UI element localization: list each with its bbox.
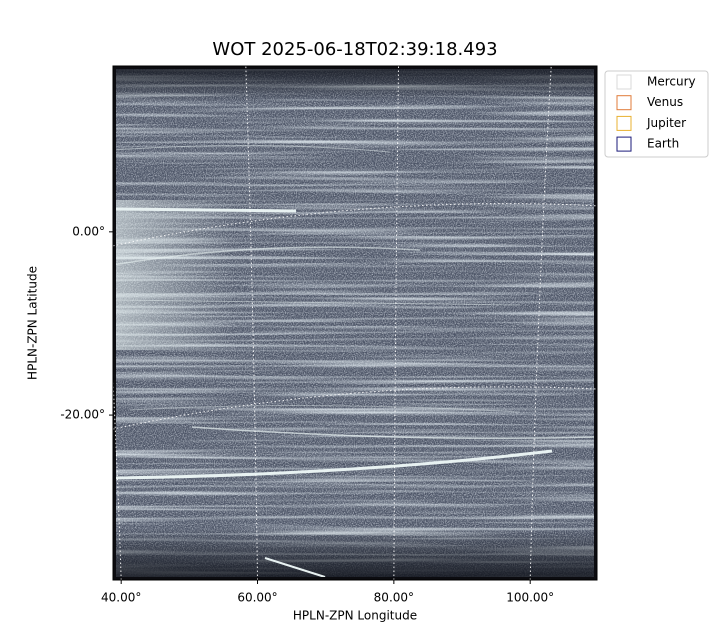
grid-line (112, 386, 598, 430)
y-tick-label: -20.00° (60, 408, 105, 422)
grid-line (529, 65, 552, 581)
grid-line (92, 65, 122, 581)
legend (604, 70, 709, 158)
x-axis-label: HPLN-ZPN Longitude (293, 609, 417, 623)
x-tick-label: 40.00° (101, 591, 141, 605)
plot-frame (112, 65, 598, 581)
legend-label: Mercury (647, 75, 696, 89)
legend-swatch (616, 136, 632, 152)
x-tick-label: 80.00° (374, 591, 414, 605)
y-axis-label: HPLN-ZPN Latitude (26, 266, 40, 380)
legend-swatch (616, 95, 632, 111)
sky-image (113, 66, 597, 580)
legend-label: Jupiter (646, 116, 686, 130)
chart-title: WOT 2025-06-18T02:39:18.493 (212, 39, 497, 60)
x-tick-label: 60.00° (237, 591, 277, 605)
grid-line (112, 203, 598, 247)
y-tick-label: 0.00° (72, 224, 105, 238)
legend-label: Earth (647, 137, 679, 151)
grid-line (245, 65, 259, 581)
x-tick-label: 100.00° (506, 591, 554, 605)
grid-line (393, 65, 400, 581)
legend-swatch (616, 115, 632, 131)
grid (92, 65, 598, 581)
legend-swatch (616, 74, 632, 90)
legend-label: Venus (647, 95, 683, 109)
